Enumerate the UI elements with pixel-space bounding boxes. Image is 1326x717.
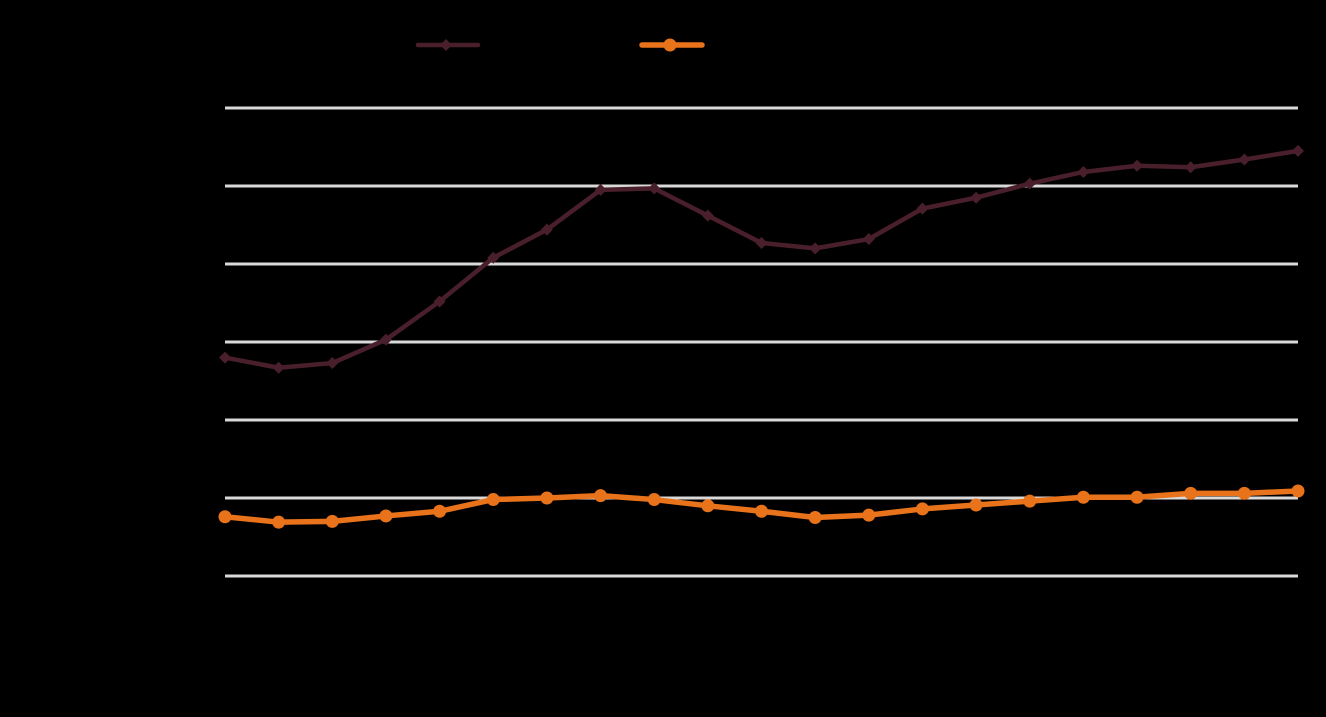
series-1-point [916, 202, 929, 215]
series-2-point [1184, 486, 1198, 500]
series-1-point [326, 357, 339, 370]
series-layer [218, 144, 1305, 529]
series-1-point [809, 242, 822, 255]
series-2-point [755, 504, 768, 518]
series-2-point [1076, 490, 1090, 504]
series-2-point [915, 502, 929, 516]
series-1-point [1292, 144, 1304, 157]
series-1 [219, 144, 1304, 374]
series-2-point [325, 514, 339, 528]
series-1-point [862, 233, 875, 246]
series-2-point [701, 499, 715, 513]
series-2 [218, 484, 1305, 529]
series-1-point [1238, 153, 1251, 166]
series-2-point [379, 509, 393, 523]
series-2-point [272, 515, 286, 529]
series-1-point [701, 209, 714, 222]
series-2-point [1130, 490, 1144, 504]
legend-swatch-marker [440, 39, 452, 51]
series-2-point [540, 491, 554, 505]
series-2-point [862, 508, 876, 522]
series-1-point [1023, 177, 1036, 190]
series-1-point [433, 295, 446, 308]
series-1-point [755, 236, 768, 249]
series-1-point [648, 182, 661, 195]
series-2-point [218, 510, 232, 524]
series-1-point [1184, 161, 1197, 174]
series-2-point [808, 511, 822, 524]
series-1-point [594, 183, 607, 196]
series-1-point [970, 191, 983, 204]
series-2-point [1291, 484, 1305, 498]
series-2-point [1237, 486, 1251, 500]
legend [415, 38, 705, 52]
legend-swatch-marker [663, 38, 677, 52]
series-2-point [594, 489, 608, 503]
series-2-point [969, 498, 983, 512]
gridlines [225, 106, 1298, 578]
series-2-point [1023, 494, 1037, 508]
series-1-point [1077, 165, 1090, 178]
series-2-point [486, 493, 500, 507]
series-1-point [540, 223, 553, 236]
series-1-point [487, 251, 500, 264]
series-1-point [272, 361, 285, 374]
series-2-point [433, 504, 447, 518]
series-2-point [647, 493, 661, 507]
series-1-point [219, 351, 231, 364]
series-1-point [1131, 159, 1144, 172]
series-1-point [379, 333, 392, 346]
